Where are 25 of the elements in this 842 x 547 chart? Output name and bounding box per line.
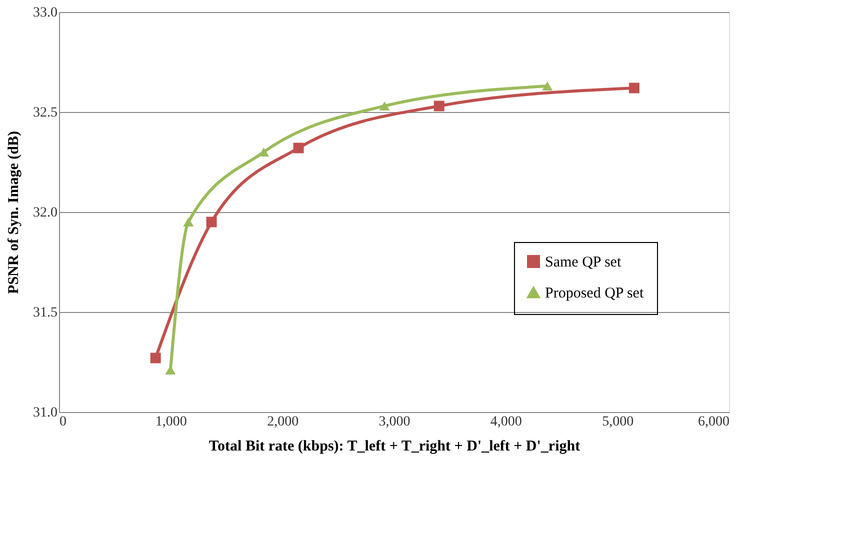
point	[183, 217, 194, 227]
legend-label: Proposed QP set	[545, 286, 644, 302]
point	[258, 147, 270, 157]
point	[542, 81, 553, 91]
point	[206, 216, 217, 228]
y-tick-label: 33.0	[33, 6, 58, 20]
x-tick-label: 3,000	[378, 414, 410, 430]
point	[628, 82, 640, 94]
point	[434, 100, 444, 112]
x-tick-label: 2,000	[267, 414, 299, 430]
x-tick-label: 1,000	[155, 414, 187, 430]
y-tick-label: 32.5	[33, 106, 58, 120]
y-tick-label: 31.0	[33, 406, 58, 420]
point	[150, 352, 161, 364]
x-tick-label: 6,000	[698, 414, 730, 430]
x-tick-label: 0	[60, 414, 66, 430]
y-axis-title: PSNR of Syn. Image (dB)	[6, 131, 22, 294]
legend-label: Same QP set	[545, 254, 622, 270]
point	[293, 142, 304, 154]
x-axis-title: Total Bit rate (kbps): T_left + T_right + D'_left + D'_right	[208, 438, 580, 454]
x-tick-label: 5,000	[602, 414, 634, 430]
y-tick-label: 32.0	[33, 206, 58, 220]
y-tick-label: 31.5	[33, 306, 58, 320]
x-tick-label: 4,000	[490, 414, 522, 430]
point	[379, 101, 390, 111]
